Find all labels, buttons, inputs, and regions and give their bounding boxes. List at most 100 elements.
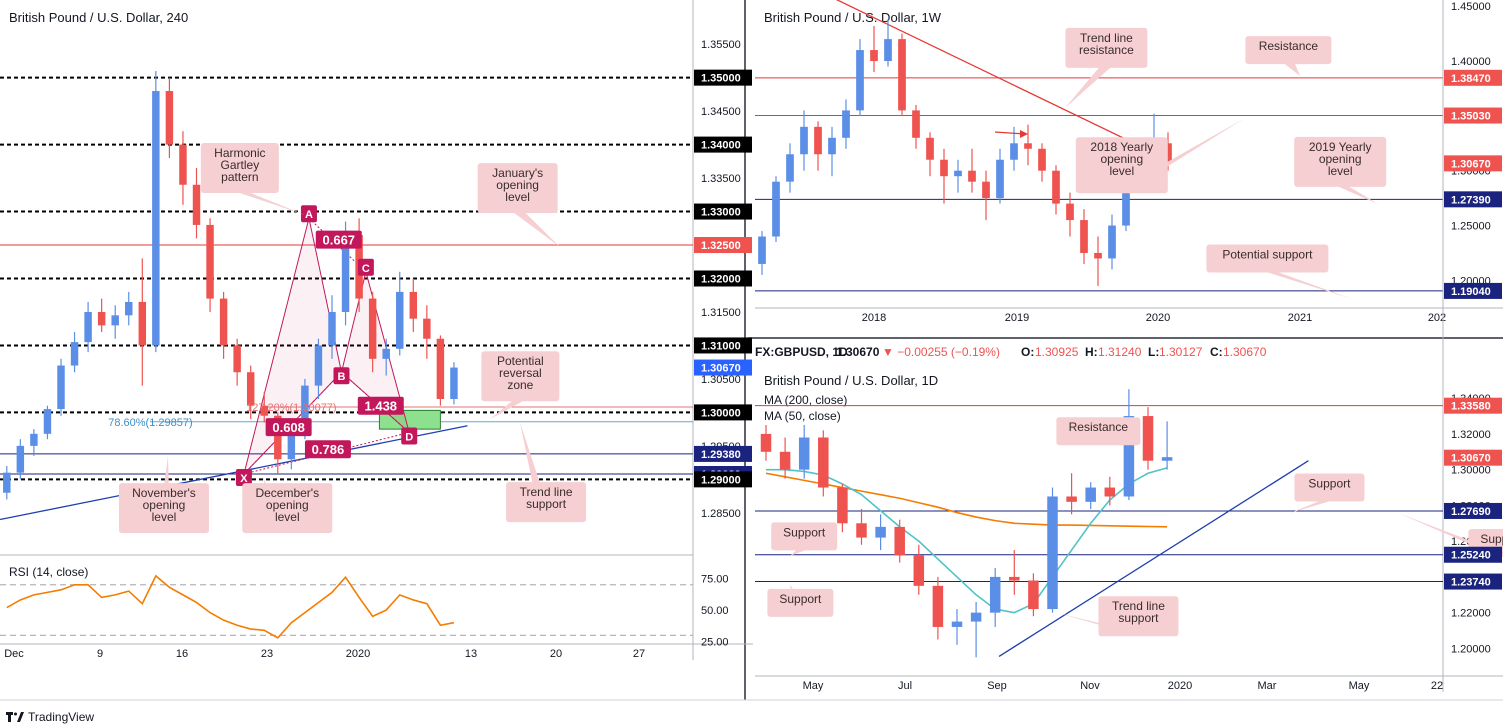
candle [409,278,418,333]
price-tag-label: 1.32500 [701,240,741,252]
candle-body [1066,203,1074,221]
callout-text: Support [779,592,822,606]
callout-pointer [1282,62,1300,76]
candle [260,392,268,423]
candle [1142,407,1154,470]
ohlc-field: L: [1148,345,1159,359]
candle-body [1161,457,1173,461]
candle [1161,421,1173,470]
candle-body [450,367,458,400]
candle [246,365,255,420]
candle-body [894,526,905,556]
candle-body [1047,496,1058,610]
rsi-tick-label: 75.00 [701,573,729,585]
candle-body [125,301,133,316]
callout-text: Harmonic Gartley pattern [214,146,265,184]
candle [982,170,990,221]
candle-body [1123,416,1135,497]
time-tick-label: 16 [176,648,188,660]
candle [125,291,133,326]
ma-legend-50: MA (50, close) [764,409,841,423]
candle [179,131,187,205]
price-tag [694,471,752,488]
candle [1108,214,1116,270]
candle-body [912,110,920,138]
time-tick-label: 27 [633,648,645,660]
rsi-tick-label: 50.00 [701,605,729,617]
candle-body [932,585,944,627]
price-tag [1444,191,1502,208]
candle [165,77,174,158]
price-tag [1444,69,1502,86]
callout-text: Resistance [1259,39,1319,53]
price-tag-label: 1.19040 [1451,286,1491,298]
candle-body [368,298,377,359]
tradingview-branding[interactable]: TradingView [6,710,94,724]
callout-text: 2019 Yearly opening level [1309,140,1372,178]
price-tag [1444,397,1502,414]
candle-body [814,126,822,155]
candle [1010,126,1018,171]
callout-box [771,522,838,551]
time-tick-label: 2020 [346,648,370,660]
callout-support: Support [767,584,834,617]
candle-body [70,342,79,366]
pattern-point-label: B [338,371,346,383]
candle-body [1010,143,1018,160]
fib-label: 78.60%(1.29857) [108,417,192,429]
callout-text: Trend line support [520,485,573,511]
callout-text: Support [783,525,826,539]
candle-body [260,405,268,416]
candle [898,33,906,116]
pattern-point-a: A [300,205,317,223]
panel-h4: 1.35500 1.34500 1.33500 1.32500 1.31500 1.305… [0,0,753,660]
candle-body [954,170,962,177]
callout-pointer [1261,270,1352,299]
trend-line-support [0,425,468,521]
time-tick-label: May [803,680,824,692]
callout-text: Resistance [1069,420,1129,434]
callout-potential-support: Potential support [1206,244,1352,299]
candle-body [968,170,976,182]
candle-body [856,50,864,111]
candle-body [779,451,791,470]
price-tag-label: 1.38470 [1451,73,1491,85]
price-tag-label: 1.35030 [1451,111,1491,123]
candle [856,39,864,116]
candle [192,168,201,239]
candle-body [970,612,982,622]
candle-body [842,110,850,138]
candle [1047,487,1058,613]
time-tick-label: 202 [1428,312,1446,324]
callout-text: Support [1480,532,1503,546]
callout-box [1065,27,1148,68]
ratio-label: 1.438 [365,399,398,414]
candle [970,601,982,658]
candle [1052,165,1060,215]
rsi-label: RSI (14, close) [9,565,88,579]
price-tag [694,69,752,86]
callout-text: 2018 Yearly opening level [1090,140,1153,178]
candle [932,576,944,640]
price-tick-label: 1.45000 [1451,1,1491,13]
candle-body [1142,416,1154,461]
ohlc-field: FX:GBPUSD, 1D [755,345,848,359]
ohlc-field: O: [1021,345,1034,359]
ratio-label: 0.608 [272,420,305,435]
price-tag [1444,546,1502,563]
candle-body [1094,252,1102,259]
callout-box [1206,244,1329,273]
callout-box [1098,596,1179,637]
candle [328,295,336,359]
candle-body [800,126,808,155]
price-tick-label: 1.35500 [701,39,741,51]
candle [219,291,228,359]
pattern-point-label: C [362,263,370,275]
price-tag-label: 1.34000 [701,140,741,152]
callout-december-s-opening-level: December's opening level [242,476,333,534]
candle-body [97,311,106,326]
chart-title: British Pound / U.S. Dollar, 1W [764,10,942,25]
candle [875,514,886,551]
pattern-point-box [235,468,252,486]
candle [894,519,905,563]
